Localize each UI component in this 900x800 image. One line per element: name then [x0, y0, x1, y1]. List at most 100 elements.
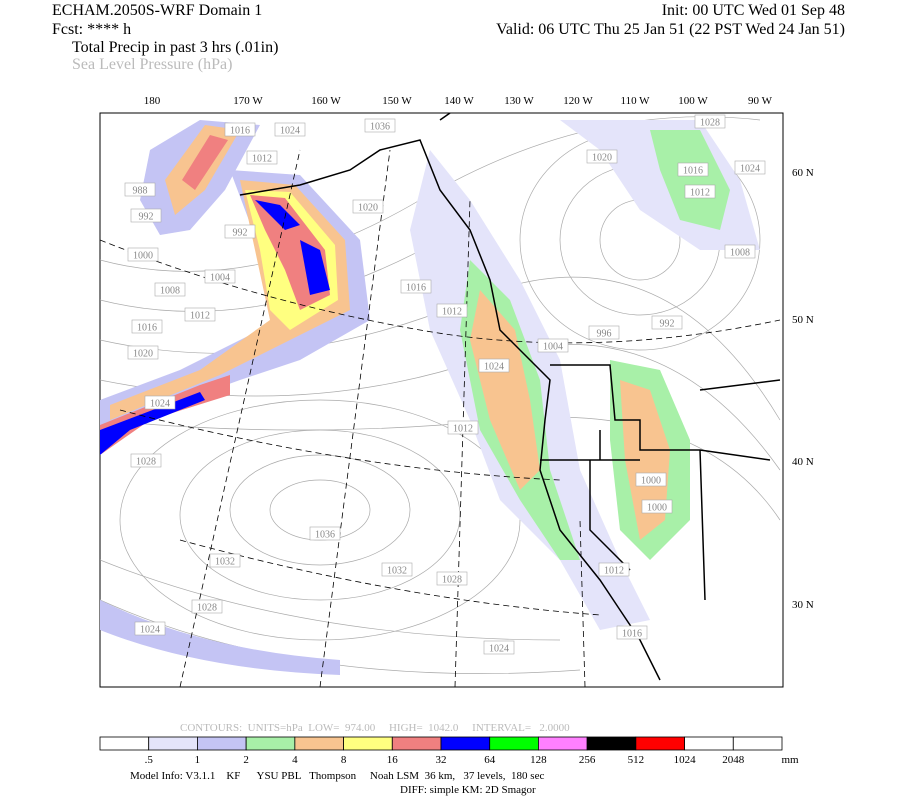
pressure-label-box — [616, 625, 648, 640]
longitude-label: 150 W — [382, 95, 412, 107]
pressure-label-box — [400, 279, 432, 294]
longitude-label: 170 W — [233, 95, 263, 107]
pressure-label: 1020 — [358, 203, 378, 214]
coastline — [239, 113, 781, 681]
pressure-label-box — [130, 453, 162, 468]
pressure-label: 1012 — [453, 424, 473, 435]
colorbar-box — [148, 736, 198, 751]
pressure-label: 1012 — [190, 311, 210, 322]
pressure-label: 1028 — [136, 457, 156, 468]
pressure-label: 1036 — [370, 122, 390, 133]
latitude-label: 60 N — [792, 167, 814, 179]
pressure-label-box — [734, 160, 766, 175]
pressure-label-box — [352, 199, 384, 214]
pressure-label: 1024 — [280, 126, 300, 137]
pressure-label: 1004 — [543, 342, 563, 353]
colorbar-label: .5 — [145, 754, 154, 766]
colorbar-box — [343, 736, 393, 751]
contour-info: CONTOURS: UNITS=hPa LOW= 974.00 HIGH= 10… — [180, 722, 570, 734]
pressure-label-box — [209, 553, 241, 568]
longitude-label: 160 W — [311, 95, 341, 107]
pressure-label-box — [447, 420, 479, 435]
pressure-label-box — [246, 150, 278, 165]
pressure-label: 1028 — [442, 575, 462, 586]
pressure-label: 1020 — [133, 349, 153, 360]
pressure-label: 1024 — [484, 362, 504, 373]
latitude-label: 30 N — [792, 599, 814, 611]
pressure-label-box — [204, 269, 236, 284]
pressure-label: 1016 — [230, 126, 250, 137]
pressure-label-box — [124, 182, 156, 197]
pressure-label: 996 — [597, 329, 612, 340]
pressure-label-box — [635, 472, 667, 487]
pressure-label: 1012 — [252, 154, 272, 165]
model-info: Model Info: V3.1.1 KF YSU PBL Thompson N… — [130, 770, 544, 782]
pressure-label: 1036 — [315, 530, 335, 541]
pressure-label: 1016 — [622, 629, 642, 640]
pressure-label-box — [651, 315, 683, 330]
colorbar-label: 2048 — [722, 754, 745, 766]
colorbar-label: 32 — [436, 754, 447, 766]
colorbar-box — [489, 736, 539, 751]
colorbar-box — [197, 736, 247, 751]
pressure-label: 1020 — [592, 153, 612, 164]
colorbar-box — [684, 736, 734, 751]
pressure-label-box — [131, 319, 163, 334]
forecast: Fcst: **** h — [52, 21, 131, 38]
pressure-label-box — [191, 599, 223, 614]
pressure-label-box — [224, 224, 256, 239]
pressure-label-box — [586, 149, 618, 164]
pressure-label-box — [184, 307, 216, 322]
colorbar-box — [732, 736, 783, 751]
latitude-label: 50 N — [792, 314, 814, 326]
pressure-label: 1024 — [150, 399, 170, 410]
map: 180 170 W 160 W 150 W 140 W 130 W 120 W 110 W 10… — [99, 95, 814, 688]
pressure-label-box — [588, 325, 620, 340]
pressure-label: 1024 — [140, 625, 160, 636]
pressure-label-box — [436, 303, 468, 318]
pressure-label: 988 — [133, 186, 148, 197]
colorbar-label: 16 — [387, 754, 399, 766]
pressure-label-box — [537, 338, 569, 353]
pressure-label-box — [309, 526, 341, 541]
pressure-label: 1012 — [604, 566, 624, 577]
colorbar-label: 1 — [195, 754, 201, 766]
longitude-label: 140 W — [444, 95, 474, 107]
pressure-label-box — [134, 621, 166, 636]
pressure-label-box — [478, 358, 510, 373]
pressure-label: 1000 — [133, 251, 153, 262]
colorbar-label: 256 — [579, 754, 596, 766]
colorbar-box — [99, 736, 150, 751]
colorbar-label: 4 — [292, 754, 298, 766]
pressure-label-box — [677, 162, 709, 177]
init-time: Init: 00 UTC Wed 01 Sep 48 — [662, 2, 845, 19]
field-label: Total Precip in past 3 hrs (.01in) — [72, 39, 278, 56]
longitude-label: 90 W — [748, 95, 773, 107]
valid-time: Valid: 06 UTC Thu 25 Jan 51 (22 PST Wed … — [496, 21, 845, 38]
pressure-label-box — [694, 114, 726, 129]
colorbar-label: 128 — [530, 754, 547, 766]
pressure-label: 1000 — [647, 503, 667, 514]
pressure-label: 992 — [233, 228, 248, 239]
pressure-label-box — [224, 122, 256, 137]
pressure-label-box — [598, 562, 630, 577]
latitude-labels: 60 N 50 N 40 N 30 N — [792, 167, 814, 611]
latitude-label: 40 N — [792, 456, 814, 468]
pressure-label: 1024 — [740, 164, 760, 175]
field-label: Sea Level Pressure (hPa) — [72, 56, 232, 73]
colorbar-box — [440, 736, 491, 751]
pressure-label: 1016 — [683, 166, 703, 177]
longitude-label: 180 — [144, 95, 161, 107]
pressure-label: 1032 — [387, 566, 407, 577]
pressure-label-box — [483, 640, 515, 655]
pressure-label: 1012 — [442, 307, 462, 318]
pressure-label: 1032 — [215, 557, 235, 568]
longitude-label: 100 W — [678, 95, 708, 107]
pressure-label: 1028 — [197, 603, 217, 614]
pressure-label-box — [381, 562, 413, 577]
colorbar-label: 8 — [341, 754, 347, 766]
colorbar-box — [391, 736, 442, 751]
diff-info: DIFF: simple KM: 2D Smagor — [400, 784, 536, 796]
pressure-label: 1008 — [160, 286, 180, 297]
